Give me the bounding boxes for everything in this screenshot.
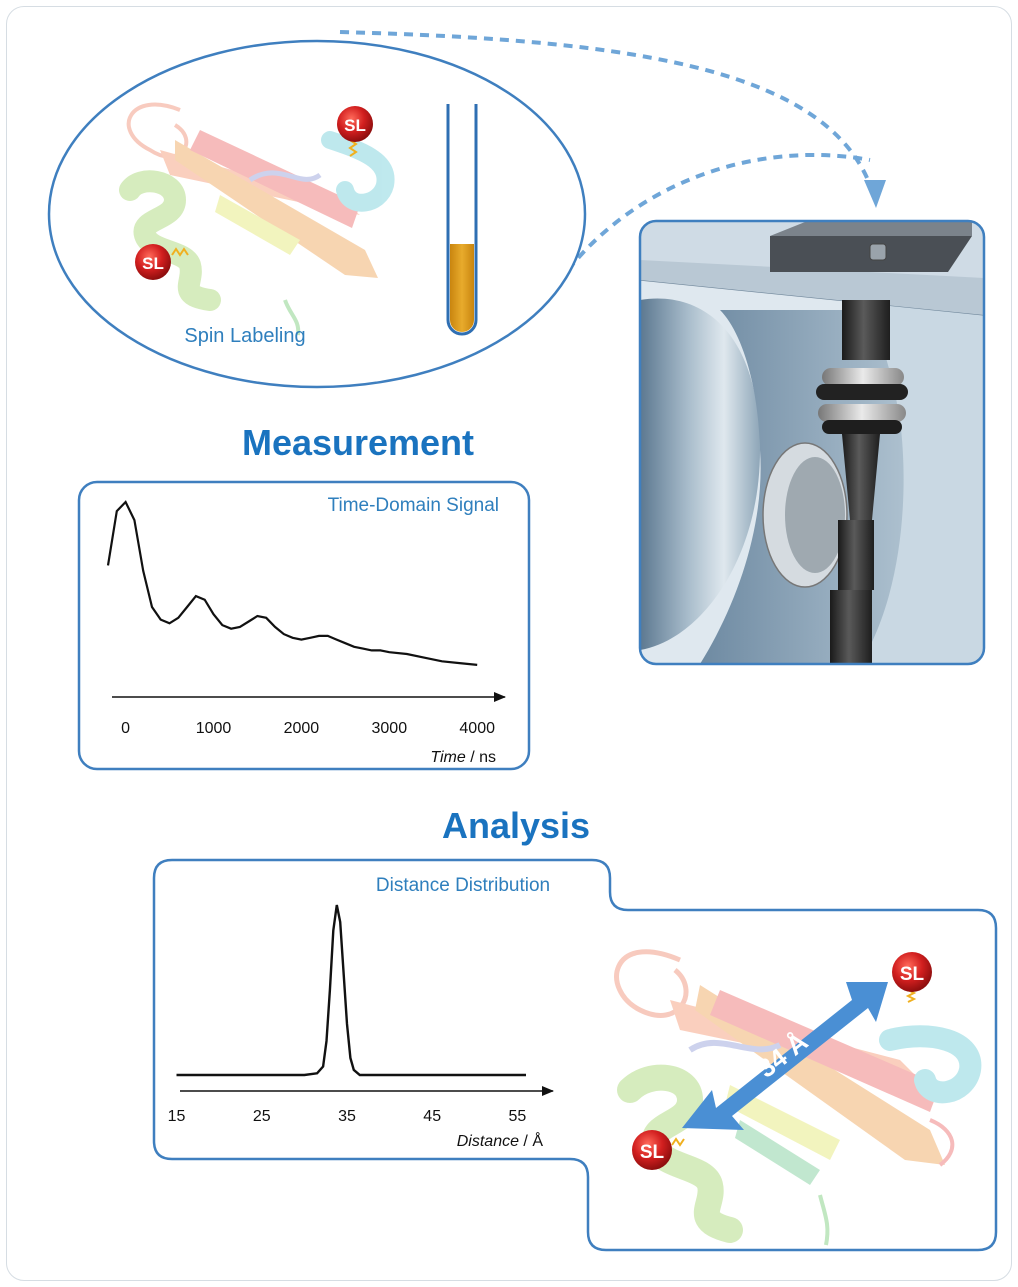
protein-structure-icon <box>119 102 395 336</box>
sample-tube-icon <box>446 104 478 336</box>
distance-distribution-title: Distance Distribution <box>376 875 550 896</box>
time-tick-label: 1000 <box>196 720 232 737</box>
spin-label-marker-upper: SL <box>892 952 932 1003</box>
analysis-heading: Analysis <box>442 805 590 846</box>
spin-label-text: SL <box>142 254 164 273</box>
spin-labeling-ellipse <box>47 39 587 389</box>
time-axis-label: Time / ns <box>430 749 496 766</box>
time-tick-label: 4000 <box>459 720 495 737</box>
dashed-arrow-upper <box>339 30 877 201</box>
measurement-heading: Measurement <box>242 422 474 463</box>
spin-label-marker-lower: SL <box>135 244 189 280</box>
spin-label-marker-upper: SL <box>337 106 373 157</box>
spin-label-text: SL <box>640 1142 665 1163</box>
time-tick-label: 0 <box>121 720 130 737</box>
spin-label-marker-lower: SL <box>632 1130 685 1170</box>
time-tick-label: 2000 <box>284 720 320 737</box>
spin-label-text: SL <box>900 964 925 985</box>
spin-labeling-caption: Spin Labeling <box>184 325 305 347</box>
dashed-arrow-lower <box>566 152 871 272</box>
time-domain-title: Time-Domain Signal <box>328 495 499 516</box>
distance-tick-label: 25 <box>253 1108 271 1125</box>
distance-tick-label: 45 <box>423 1108 441 1125</box>
time-domain-series-line <box>106 500 478 666</box>
time-axis-ticks: 0 1000 2000 3000 4000 <box>121 720 495 737</box>
spin-label-text: SL <box>344 116 366 135</box>
time-tick-label: 3000 <box>372 720 408 737</box>
distance-axis-ticks: 15 25 35 45 55 <box>168 1108 527 1125</box>
distance-axis-label: Distance / Å <box>457 1131 544 1150</box>
distance-tick-label: 35 <box>338 1108 356 1125</box>
distance-distribution-series-line <box>176 904 526 1077</box>
distance-tick-label: 15 <box>168 1108 186 1125</box>
arrowhead-icon <box>864 180 886 208</box>
spectrometer-illustration <box>638 219 986 666</box>
distance-tick-label: 55 <box>509 1108 527 1125</box>
